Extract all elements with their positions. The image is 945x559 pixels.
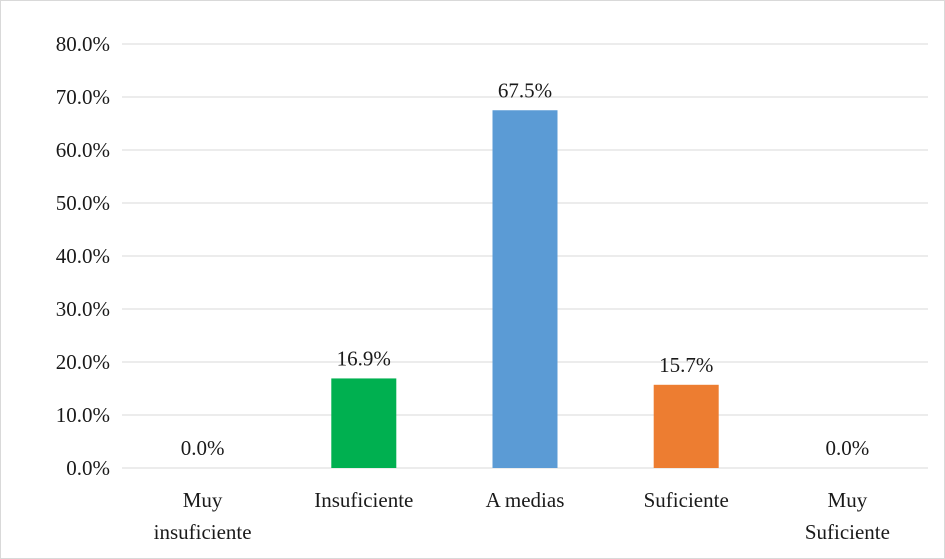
- x-category-line: A medias: [486, 488, 565, 512]
- bar: [331, 378, 397, 468]
- x-category-label: Suficiente: [644, 488, 729, 512]
- y-tick-label: 0.0%: [66, 456, 110, 480]
- bar: [492, 110, 558, 468]
- x-category-line: Suficiente: [805, 520, 890, 544]
- x-category-line: Muy: [828, 488, 868, 512]
- y-tick-label: 70.0%: [56, 85, 110, 109]
- data-labels: 0.0% 16.9% 67.5% 15.7% 0.0%: [181, 78, 870, 460]
- data-label: 15.7%: [659, 353, 713, 377]
- bars: [331, 110, 719, 468]
- x-category-line: Insuficiente: [314, 488, 413, 512]
- y-axis-ticks: 0.0% 10.0% 20.0% 30.0% 40.0% 50.0% 60.0% 70.0% 8…: [56, 32, 110, 480]
- y-tick-label: 40.0%: [56, 244, 110, 268]
- bar: [653, 384, 719, 468]
- x-category-line: Suficiente: [644, 488, 729, 512]
- x-category-label: Muy Suficiente: [805, 488, 890, 544]
- data-label: 16.9%: [337, 346, 391, 370]
- y-tick-label: 20.0%: [56, 350, 110, 374]
- y-tick-label: 30.0%: [56, 297, 110, 321]
- x-category-line: Muy: [183, 488, 223, 512]
- data-label: 0.0%: [181, 436, 225, 460]
- x-category-label: Insuficiente: [314, 488, 413, 512]
- x-category-label: A medias: [486, 488, 565, 512]
- data-label: 67.5%: [498, 78, 552, 102]
- x-category-line: insuficiente: [154, 520, 252, 544]
- y-tick-label: 80.0%: [56, 32, 110, 56]
- y-tick-label: 10.0%: [56, 403, 110, 427]
- x-category-label: Muy insuficiente: [154, 488, 252, 544]
- y-tick-label: 60.0%: [56, 138, 110, 162]
- y-tick-label: 50.0%: [56, 191, 110, 215]
- x-axis-categories: Muy insuficiente Insuficiente A medias Sufic…: [154, 488, 890, 544]
- data-label: 0.0%: [826, 436, 870, 460]
